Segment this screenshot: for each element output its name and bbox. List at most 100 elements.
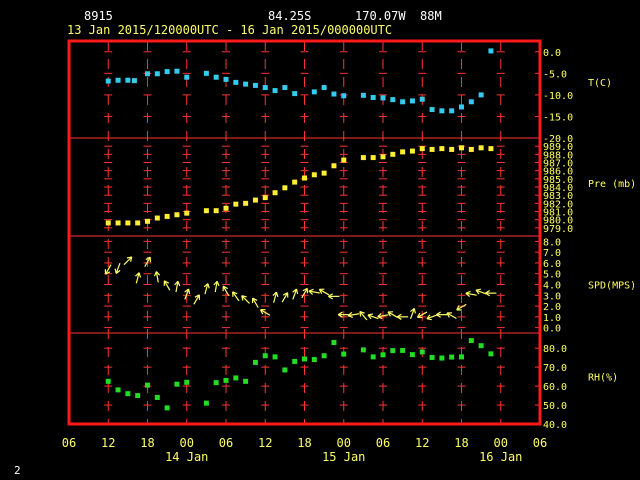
wind-arrow-head bbox=[194, 294, 200, 298]
y-tick-label-wind_speed: 1.0 bbox=[543, 313, 561, 324]
wind-arrow-shaft bbox=[475, 289, 487, 295]
wind-arrow-shaft bbox=[193, 294, 200, 305]
point-rh bbox=[282, 367, 288, 373]
point-pressure bbox=[409, 148, 415, 154]
point-pressure bbox=[125, 220, 131, 226]
point-rh bbox=[243, 378, 249, 384]
point-pressure bbox=[243, 200, 249, 206]
wind-arrow-shaft bbox=[273, 291, 278, 303]
point-pressure bbox=[439, 146, 445, 152]
y-tick-label-wind_speed: 6.0 bbox=[543, 259, 561, 270]
point-temperature bbox=[292, 91, 298, 97]
point-temperature bbox=[272, 88, 278, 94]
wind-arrow-shaft bbox=[232, 291, 240, 302]
x-tick-label: 06 bbox=[219, 436, 233, 450]
wind-arrow-shaft bbox=[456, 303, 467, 311]
wind-arrow-head bbox=[359, 311, 362, 317]
point-temperature bbox=[243, 81, 249, 87]
point-rh bbox=[390, 348, 396, 354]
wind-arrow-shaft bbox=[155, 271, 159, 283]
y-tick-label-pressure: 981.0 bbox=[543, 208, 573, 219]
wind-arrow-shaft bbox=[465, 292, 477, 296]
x-tick-label: 18 bbox=[297, 436, 311, 450]
y-tick-label-wind_speed: 5.0 bbox=[543, 270, 561, 281]
point-temperature bbox=[131, 78, 137, 84]
y-tick-label-temperature: -10.0 bbox=[543, 91, 573, 102]
point-rh bbox=[115, 387, 121, 393]
wind-arrow bbox=[193, 294, 201, 305]
wind-arrow bbox=[396, 313, 409, 320]
point-rh bbox=[439, 355, 445, 361]
wind-arrow-head bbox=[347, 315, 354, 319]
wind-arrow-head bbox=[177, 281, 181, 287]
wind-arrow bbox=[123, 256, 133, 266]
y-tick-label-wind_speed: 3.0 bbox=[543, 291, 561, 302]
wind-arrow-head bbox=[377, 312, 382, 318]
y-tick-label-pressure: 985.0 bbox=[543, 175, 573, 186]
station-elevation: 88M bbox=[420, 9, 442, 23]
point-rh bbox=[370, 354, 376, 360]
point-pressure bbox=[321, 170, 327, 176]
wind-arrow-shaft bbox=[115, 262, 121, 274]
wind-arrow-head bbox=[347, 311, 353, 317]
wind-arrow bbox=[153, 271, 161, 283]
point-rh bbox=[125, 391, 131, 397]
wind-arrow-shaft bbox=[426, 314, 438, 320]
point-rh bbox=[154, 394, 160, 400]
y-tick-label-temperature: -20.0 bbox=[543, 134, 573, 145]
wind-arrow-head bbox=[207, 283, 210, 289]
wind-arrow-head bbox=[155, 271, 161, 276]
y-tick-label-wind_speed: 2.0 bbox=[543, 302, 561, 313]
wind-arrow bbox=[308, 288, 320, 295]
point-pressure bbox=[213, 208, 219, 214]
wind-arrow bbox=[485, 289, 497, 297]
point-temperature bbox=[233, 79, 239, 85]
point-temperature bbox=[400, 99, 406, 105]
wind-arrow-head bbox=[174, 280, 179, 286]
y-tick-label-pressure: 984.0 bbox=[543, 183, 573, 194]
wind-arrow-head bbox=[413, 308, 416, 314]
point-pressure bbox=[282, 185, 288, 191]
x-tick-label: 00 bbox=[337, 436, 351, 450]
wind-arrow-head bbox=[308, 290, 314, 295]
point-rh bbox=[311, 357, 317, 363]
wind-arrow-head bbox=[241, 295, 244, 301]
wind-arrow-shaft bbox=[175, 281, 179, 293]
point-rh bbox=[145, 382, 150, 388]
point-temperature bbox=[449, 108, 455, 114]
wind-arrow-head bbox=[130, 256, 133, 262]
wind-arrow-shaft bbox=[144, 256, 151, 267]
plot-frame bbox=[67, 39, 542, 426]
point-temperature bbox=[478, 92, 484, 98]
y-tick-label-pressure: 979.0 bbox=[543, 224, 573, 235]
wind-arrow-head bbox=[377, 316, 383, 320]
wind-arrow-head bbox=[213, 280, 218, 286]
point-pressure bbox=[478, 145, 484, 151]
wind-arrow-head bbox=[465, 290, 471, 294]
point-pressure bbox=[311, 172, 317, 178]
wind-arrow-head bbox=[295, 288, 299, 295]
wind-arrow bbox=[213, 280, 220, 293]
wind-arrow bbox=[135, 272, 142, 284]
point-temperature bbox=[380, 95, 386, 101]
point-pressure bbox=[360, 155, 366, 161]
wind-arrow bbox=[259, 309, 271, 316]
point-pressure bbox=[154, 215, 160, 221]
point-temperature bbox=[331, 91, 337, 97]
point-rh bbox=[213, 380, 219, 386]
y-tick-label-wind_speed: 7.0 bbox=[543, 248, 561, 259]
y-tick-label-temperature: 0.0 bbox=[543, 48, 561, 59]
y-tick-label-pressure: 988.0 bbox=[543, 150, 573, 161]
wind-arrow-head bbox=[359, 310, 365, 314]
y-tick-label-wind_speed: 4.0 bbox=[543, 281, 561, 292]
wind-arrow-head bbox=[436, 314, 441, 318]
y-tick-label-rh: 40.0 bbox=[543, 420, 567, 431]
y-tick-label-rh: 80.0 bbox=[543, 344, 567, 355]
wind-arrow-shaft bbox=[184, 288, 190, 300]
x-date-label: 16 Jan bbox=[479, 450, 522, 464]
wind-arrow-head bbox=[318, 289, 323, 294]
point-pressure bbox=[184, 210, 190, 216]
wind-arrow bbox=[272, 291, 279, 303]
station-lat: 84.25S bbox=[268, 9, 311, 23]
wind-arrow bbox=[184, 288, 191, 300]
